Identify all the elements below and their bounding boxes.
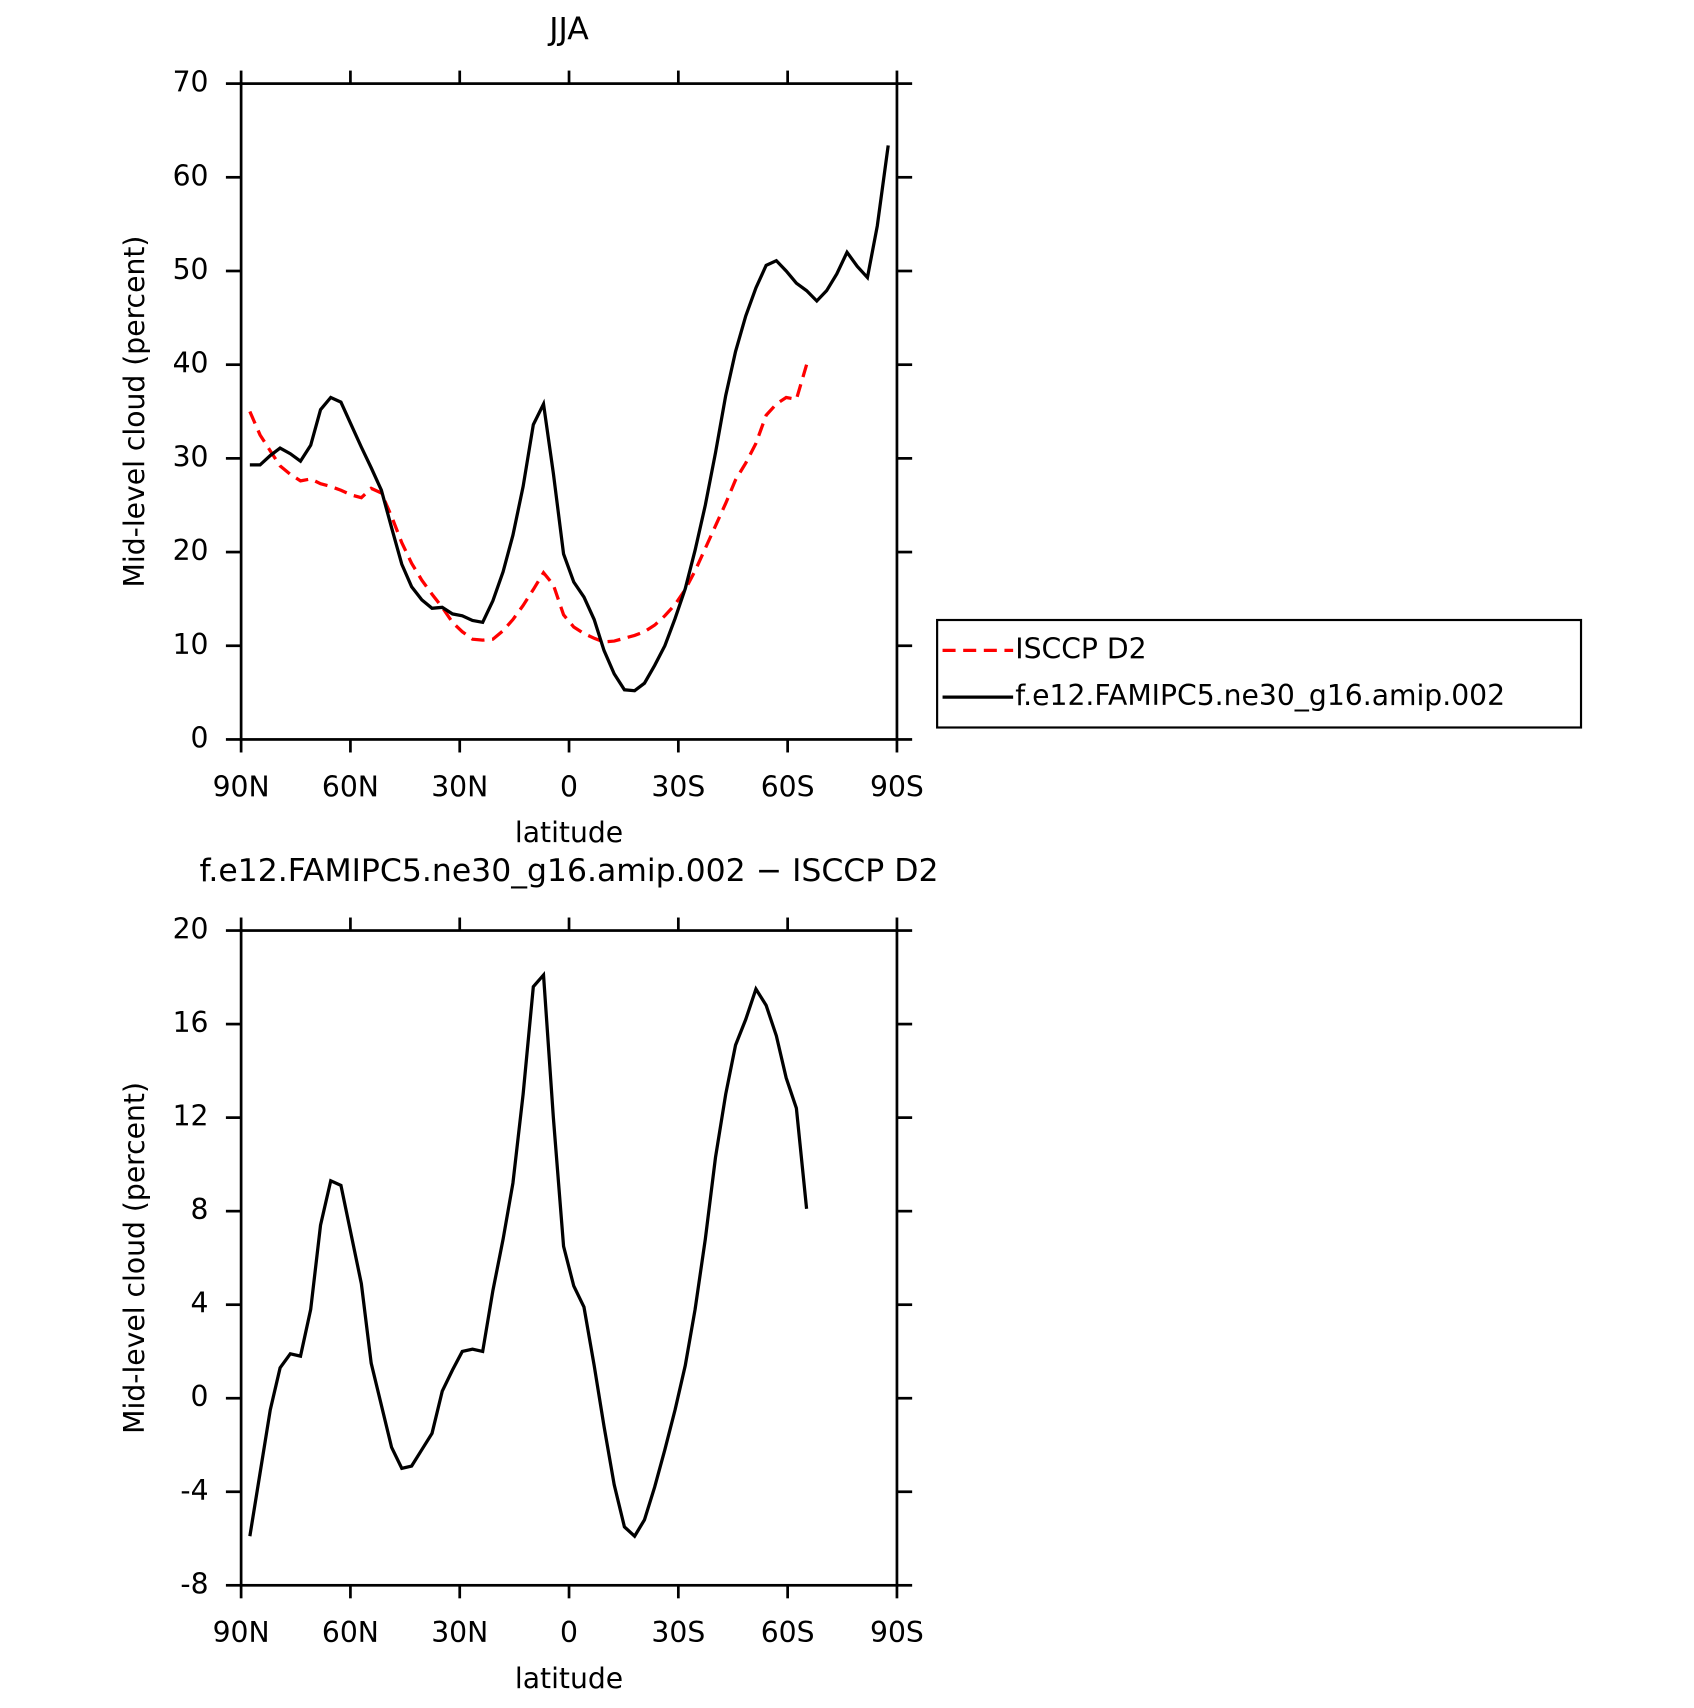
y-tick-label: 12	[173, 1100, 209, 1133]
y-tick-label: 20	[173, 913, 209, 946]
x-tick-label: 60N	[322, 770, 379, 803]
y-tick-label: 70	[173, 66, 209, 99]
y-axis-label: Mid-level cloud (percent)	[118, 1082, 151, 1434]
series-line	[248, 364, 809, 644]
legend-label: f.e12.FAMIPC5.ne30_g16.amip.002	[1015, 679, 1505, 712]
x-tick-label: 30S	[651, 1616, 705, 1649]
y-tick-label: -4	[180, 1474, 208, 1507]
y-tick-label: 0	[191, 1380, 209, 1413]
x-tick-label: 30S	[651, 770, 705, 803]
x-tick-label: 60N	[322, 1616, 379, 1649]
x-tick-label: 90S	[870, 770, 924, 803]
legend-label: ISCCP D2	[1015, 632, 1146, 665]
y-tick-label: 40	[173, 347, 209, 380]
y-tick-label: 60	[173, 159, 209, 192]
x-tick-label: 90N	[213, 1616, 270, 1649]
y-tick-label: 20	[173, 534, 209, 567]
y-tick-label: 30	[173, 440, 209, 473]
y-tick-label: 0	[191, 721, 209, 754]
x-tick-label: 90N	[213, 770, 270, 803]
chart-title: JJA	[547, 11, 589, 47]
legend-box	[936, 618, 1583, 729]
y-tick-label: -8	[180, 1567, 208, 1600]
y-tick-label: 8	[191, 1193, 209, 1226]
y-tick-label: 4	[191, 1287, 209, 1320]
y-tick-label: 10	[173, 628, 209, 661]
x-tick-label: 60S	[761, 1616, 815, 1649]
chart-title: f.e12.FAMIPC5.ne30_g16.amip.002 − ISCCP …	[200, 853, 939, 889]
x-tick-label: 30N	[431, 770, 488, 803]
y-tick-label: 50	[173, 253, 209, 286]
x-tick-label: 60S	[761, 770, 815, 803]
plot-frame	[239, 82, 899, 741]
series-line	[248, 970, 809, 1539]
plot-frame	[239, 929, 899, 1587]
y-axis-label: Mid-level cloud (percent)	[118, 236, 151, 588]
x-axis-label: latitude	[515, 1662, 623, 1695]
x-tick-label: 90S	[870, 1616, 924, 1649]
x-tick-label: 0	[560, 770, 578, 803]
series-line	[249, 145, 890, 693]
x-tick-label: 30N	[431, 1616, 488, 1649]
x-tick-label: 0	[560, 1616, 578, 1649]
x-axis-label: latitude	[515, 816, 623, 849]
y-tick-label: 16	[173, 1006, 209, 1039]
